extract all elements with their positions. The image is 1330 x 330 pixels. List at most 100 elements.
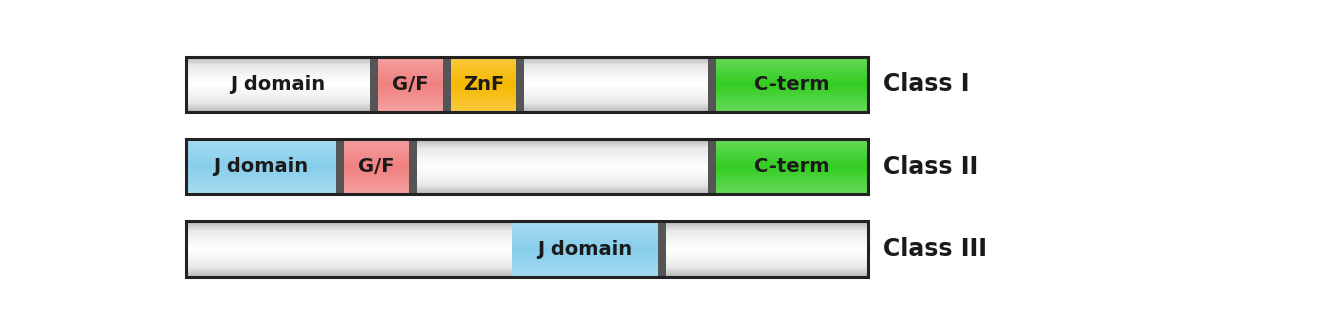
Bar — [512, 234, 658, 235]
Bar — [717, 176, 867, 177]
Bar — [378, 76, 443, 77]
Bar — [344, 157, 408, 158]
Bar — [512, 262, 658, 263]
Bar — [344, 150, 408, 151]
Bar — [451, 108, 516, 109]
Bar — [717, 177, 867, 178]
Bar — [717, 81, 867, 82]
Bar — [186, 151, 335, 152]
Bar — [512, 232, 658, 233]
Bar — [344, 182, 408, 183]
Bar — [451, 84, 516, 85]
Bar — [344, 153, 408, 154]
Bar — [186, 149, 335, 150]
Bar — [344, 191, 408, 192]
Bar — [186, 153, 867, 154]
Bar — [717, 189, 867, 190]
Bar — [344, 181, 408, 182]
Bar — [186, 142, 867, 143]
Bar — [186, 182, 867, 183]
Bar — [378, 99, 443, 100]
Bar — [186, 262, 867, 263]
Bar — [344, 183, 408, 184]
Bar — [186, 154, 867, 155]
Bar — [186, 176, 335, 177]
Bar — [186, 56, 867, 112]
Bar — [186, 263, 867, 264]
Bar — [512, 272, 658, 273]
Bar — [717, 166, 867, 167]
Bar — [378, 72, 443, 73]
Bar — [344, 176, 408, 177]
Bar — [717, 101, 867, 102]
Bar — [451, 111, 516, 112]
Bar — [186, 144, 867, 145]
Bar — [512, 256, 658, 257]
Bar — [717, 160, 867, 161]
Bar — [186, 236, 867, 237]
Bar — [186, 148, 335, 149]
Bar — [512, 244, 658, 245]
Bar — [717, 70, 867, 71]
Bar — [451, 87, 516, 88]
Bar — [717, 74, 867, 75]
Bar — [451, 69, 516, 70]
Bar — [186, 77, 867, 78]
Bar — [344, 187, 408, 188]
Bar — [378, 61, 443, 62]
Bar — [186, 171, 335, 172]
Bar — [717, 171, 867, 172]
Bar — [186, 248, 867, 249]
Bar — [451, 67, 516, 68]
Bar — [717, 180, 867, 181]
Bar — [186, 139, 867, 194]
Bar — [717, 100, 867, 101]
Bar — [378, 66, 443, 67]
Bar — [717, 89, 867, 90]
Bar — [186, 160, 335, 161]
Bar — [186, 72, 867, 73]
Bar — [717, 65, 867, 66]
Bar — [717, 163, 867, 164]
Bar — [378, 99, 443, 100]
Bar — [186, 91, 867, 92]
Text: J domain: J domain — [537, 240, 633, 258]
Bar — [717, 185, 867, 186]
Bar — [512, 234, 658, 235]
Bar — [186, 172, 335, 173]
Bar — [186, 242, 867, 243]
Bar — [717, 95, 867, 96]
Bar — [344, 184, 408, 185]
Bar — [512, 259, 658, 260]
Bar — [186, 139, 867, 140]
Bar — [186, 173, 335, 174]
Bar — [378, 96, 443, 97]
Bar — [186, 150, 335, 151]
Bar — [186, 83, 867, 84]
Bar — [186, 80, 867, 81]
Bar — [717, 139, 867, 140]
Bar — [335, 139, 344, 194]
Bar — [186, 86, 867, 87]
Bar — [378, 68, 443, 69]
Bar — [186, 142, 335, 143]
Bar — [186, 94, 867, 95]
Bar — [378, 73, 443, 74]
Bar — [378, 87, 443, 88]
Bar — [186, 178, 867, 179]
Text: C-term: C-term — [754, 75, 830, 94]
Bar — [186, 106, 867, 107]
Bar — [378, 111, 443, 112]
Bar — [378, 83, 443, 84]
Bar — [451, 82, 516, 83]
Bar — [512, 223, 658, 224]
Bar — [186, 85, 867, 86]
Bar — [186, 59, 867, 60]
Bar — [717, 173, 867, 174]
Bar — [344, 151, 408, 152]
Bar — [186, 231, 867, 232]
Bar — [186, 179, 867, 180]
Bar — [186, 88, 867, 89]
Bar — [717, 108, 867, 109]
Bar — [186, 57, 867, 58]
